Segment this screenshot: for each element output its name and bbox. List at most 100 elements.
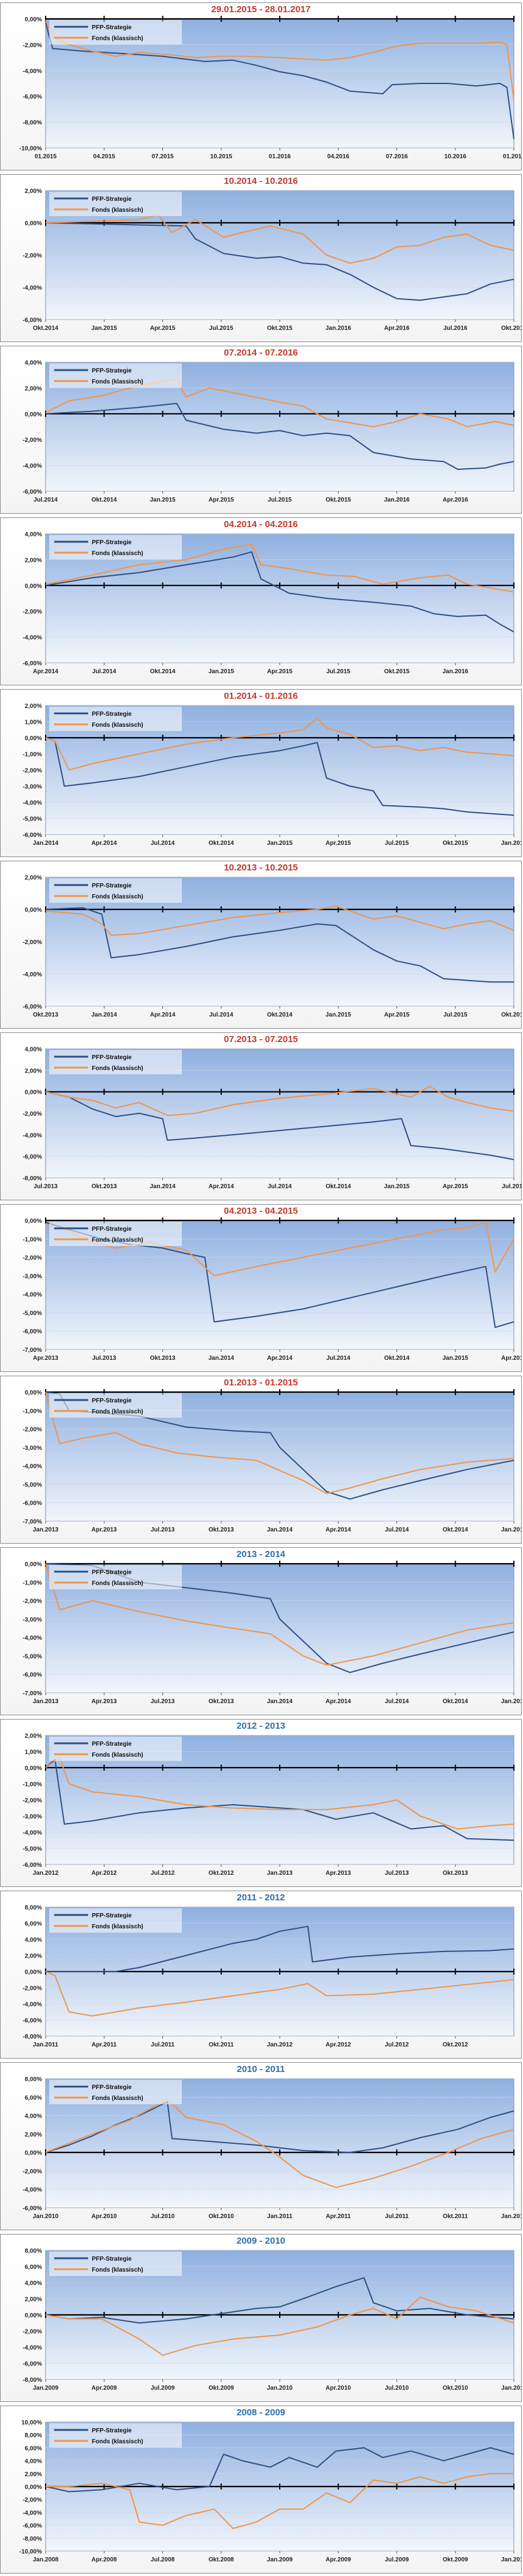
x-tick-label: Okt.2008 (209, 2557, 234, 2563)
y-tick-label: -4,00% (23, 635, 42, 642)
legend-label-pfp: PFP-Strategie (92, 196, 132, 203)
x-tick-label: Apr.2016 (384, 325, 410, 332)
y-tick-label: -3,00% (23, 1617, 42, 1623)
legend-box (49, 2423, 182, 2448)
x-tick-label: Apr.2015 (384, 1012, 410, 1018)
x-tick-label: Jul.2010 (151, 2213, 175, 2220)
legend-label-pfp: PFP-Strategie (92, 2427, 132, 2434)
y-tick-label: -6,00% (23, 1329, 42, 1335)
y-tick-label: 2,00% (25, 557, 42, 564)
series-line-pfp (46, 1925, 514, 1972)
x-tick-label: Jul.2014 (385, 1527, 409, 1533)
y-tick-label: -7,00% (23, 1690, 42, 1697)
chart-title: 01.2014 - 01.2016 (224, 691, 298, 701)
chart-panel: 2010 - 2011 8,00% 6,00% 4,00% 2,00% 0,00% -2,0… (0, 2062, 522, 2230)
chart-svg: 2,00% 1,00% 0,00% -1,00% -2,00% -3,00% -4,00% -… (23, 1733, 514, 1877)
chart-panel: 2008 - 2009 10,00% 8,00% 6,00% 4,00% 2,00% 0,0… (0, 2406, 522, 2574)
chart-svg: 4,00%2,00%0,00%-2,00%-4,00%-6,00%Apr.201… (23, 531, 514, 675)
legend-label-pfp: PFP-Strategie (92, 1913, 132, 1919)
x-tick-label: 07.2015 (151, 153, 174, 160)
x-tick-label: Jul.2016 (443, 325, 468, 332)
y-tick-label: 0,00% (25, 1090, 42, 1096)
x-tick-label: Okt.2016 (501, 325, 521, 332)
legend-label-fonds: Fonds (klassisch) (92, 207, 143, 214)
x-tick-label: Jan.2009 (33, 2385, 59, 2392)
x-tick-label: Jan.2012 (33, 1870, 59, 1877)
x-tick-label: Jul.2014 (268, 1183, 292, 1190)
y-tick-label: -6,00% (23, 832, 42, 839)
y-tick-label: -6,00% (23, 94, 42, 100)
x-tick-label: Jul.2014 (327, 1355, 351, 1362)
series-line-pfp (45, 907, 514, 983)
x-tick-label: Apr.2012 (91, 1870, 117, 1877)
y-tick-label: -4,00% (23, 285, 42, 292)
x-tick-label: Apr.2014 (267, 1355, 293, 1362)
y-tick-label: -2,00% (23, 1598, 42, 1605)
x-tick-label: Okt.2010 (209, 2213, 234, 2220)
chart-svg: 4,00%2,00%0,00%-2,00%-4,00%-6,00%-8,00%J… (23, 1046, 521, 1190)
y-tick-label: -2,00% (23, 939, 42, 946)
legend-label-fonds: Fonds (klassisch) (92, 2438, 143, 2445)
chart-svg: 10,00% 8,00% 6,00% 4,00% 2,00% 0,00% -2,00% -4,… (19, 2420, 521, 2563)
legend-label-fonds: Fonds (klassisch) (92, 1923, 143, 1930)
x-tick-label: Apr.2015 (443, 1183, 468, 1190)
chart-panel: 10.2014 - 10.2016 2,00% 0,00% -2,00% -4,00% -… (0, 174, 522, 342)
legend-label-fonds: Fonds (klassisch) (92, 1237, 143, 1244)
x-tick-label: Jul.2009 (151, 2385, 175, 2392)
legend-label-pfp: PFP-Strategie (92, 1398, 132, 1404)
x-tick-label: Apr.2011 (326, 2213, 352, 2220)
chart-title: 04.2014 - 04.2016 (224, 519, 298, 530)
chart-svg: 4,00% 2,00% 0,00% -2,00% -4,00% -6,00% Jul.201… (23, 360, 514, 503)
y-tick-label: 8,00% (25, 2432, 42, 2439)
y-tick-label: 0,00% (25, 1390, 42, 1396)
x-tick-label: Apr.2015 (150, 325, 176, 332)
legend-box (49, 192, 182, 216)
x-tick-label: Jul.2013 (33, 1183, 58, 1190)
x-tick-label: Okt.2014 (443, 1698, 468, 1705)
x-tick-label: Jul.2012 (151, 1870, 175, 1877)
legend-label-fonds: Fonds (klassisch) (92, 2267, 143, 2273)
y-tick-label: -6,00% (23, 317, 42, 324)
series-line-pfp (45, 222, 514, 301)
legend-label-pfp: PFP-Strategie (92, 711, 132, 718)
x-tick-label: Okt.2015 (501, 1012, 521, 1018)
x-tick-label: Jan.2015 (267, 840, 293, 847)
legend-box (49, 878, 182, 903)
series-line-fonds (45, 1563, 514, 1666)
y-tick-label: -6,00% (23, 2361, 42, 2368)
chart-svg: 2,00% 0,00% -2,00% -4,00% -6,00%Okt.2014 Jan.… (23, 188, 521, 332)
x-tick-label: Apr.2009 (91, 2385, 117, 2392)
y-tick-label: -2,00% (23, 42, 42, 49)
x-tick-label: Apr.2010 (91, 2213, 117, 2220)
x-tick-label: Jul.2014 (151, 840, 175, 847)
chart-svg: 2,00% 1,00% 0,00% -1,00% -2,00% -3,00% -4,00% -… (23, 703, 521, 847)
x-tick-label: Apr.2014 (325, 1698, 351, 1705)
x-tick-label: Jan.2014 (33, 840, 59, 847)
chart-title: 07.2014 - 07.2016 (224, 348, 298, 358)
chart-panel: 07.2013 - 07.2015 4,00% 2,00% 0,00% -2,00% -4… (0, 1032, 522, 1200)
y-tick-label: -1,00% (23, 1236, 42, 1243)
x-tick-label: 07.2016 (386, 153, 408, 160)
legend-label-fonds: Fonds (klassisch) (92, 722, 143, 729)
x-tick-label: Jul.2008 (151, 2557, 175, 2563)
x-tick-label: Okt.2009 (209, 2385, 234, 2392)
legend-label-pfp: PFP-Strategie (92, 1226, 132, 1233)
x-tick-label: Okt.2014 (325, 1183, 351, 1190)
x-tick-label: 10.2016 (445, 153, 467, 160)
chart-title: 10.2014 - 10.2016 (224, 176, 298, 186)
y-tick-label: -6,00% (23, 1154, 42, 1161)
x-tick-label: Jul.2014 (33, 497, 58, 503)
x-tick-label: Jan.2015 (150, 497, 176, 503)
chart-title: 2013 - 2014 (236, 1549, 286, 1559)
y-tick-label: 8,00% (25, 1905, 42, 1911)
series-line-pfp (45, 551, 514, 632)
y-tick-label: -1,00% (23, 1408, 42, 1415)
legend-label-pfp: PFP-Strategie (92, 2084, 132, 2091)
chart-title: 2009 - 2010 (236, 2236, 286, 2246)
series-line-pfp (45, 737, 514, 816)
x-tick-label: Okt.2014 (91, 497, 117, 503)
series-line-pfp (45, 1091, 514, 1160)
chart-panel: 01.2014 - 01.2016 2,00% 1,00% 0,00% -1,00% -2… (0, 689, 522, 857)
y-tick-label: 0,00% (25, 1765, 42, 1772)
series-line-pfp (45, 402, 514, 470)
